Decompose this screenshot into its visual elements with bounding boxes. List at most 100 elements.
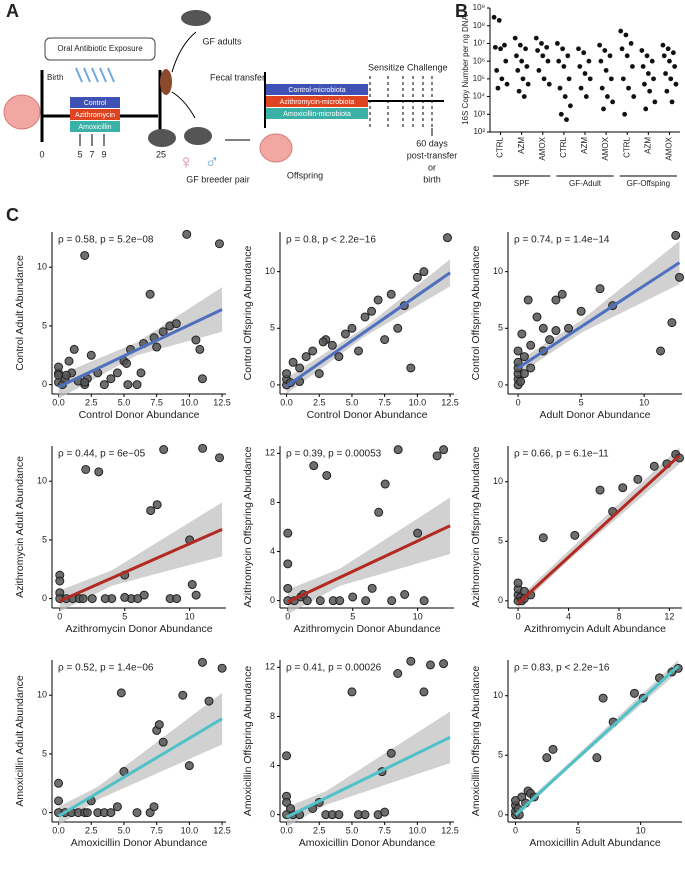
point [618, 483, 628, 493]
gf-adults: GF adults [202, 36, 242, 46]
y-tick-label: 10 [37, 690, 47, 700]
day-ticks [79, 134, 105, 146]
point [318, 337, 328, 347]
point [132, 808, 142, 818]
point [538, 323, 548, 333]
point [55, 576, 65, 586]
point [80, 377, 90, 387]
point [380, 335, 390, 345]
point [419, 267, 429, 277]
y-tick-label: 10⁷ [473, 39, 485, 48]
fit-line [517, 454, 681, 605]
point [406, 656, 416, 666]
fit-line [285, 735, 451, 819]
y-axis-label: Amoxicillin Adult Abundance [14, 675, 26, 806]
y-axis-label: Control Offspring Abundance [242, 246, 254, 381]
dot [673, 81, 679, 87]
x-tick-label: 0.0 [280, 825, 293, 835]
point [532, 312, 542, 322]
dot [672, 64, 678, 69]
dot [521, 94, 527, 99]
dot [539, 41, 544, 46]
x-tick-label: 5 [350, 611, 355, 621]
y-tick-label: 10⁹ [473, 3, 485, 12]
dot [516, 88, 522, 94]
dot [597, 42, 603, 48]
y-tick-label: 4 [270, 760, 275, 770]
fit-line [57, 717, 223, 818]
point [327, 340, 337, 350]
point [215, 453, 225, 463]
point [159, 445, 169, 455]
arrow [171, 31, 197, 73]
dot [649, 58, 655, 64]
x-tick-label: 10.0 [181, 825, 199, 835]
syringes [75, 67, 115, 83]
x-tick-label: 7.5 [378, 825, 391, 835]
point [667, 318, 677, 328]
dot [660, 42, 666, 48]
x-tick-label: AZM [643, 137, 652, 154]
dot [514, 53, 519, 59]
dot [520, 76, 526, 82]
dot [577, 64, 583, 69]
point [386, 289, 396, 299]
point [54, 796, 64, 806]
point [526, 363, 536, 373]
day-label: 0 [39, 149, 44, 159]
point [335, 596, 345, 606]
x-tick-label: 4 [566, 611, 571, 621]
point [360, 810, 370, 820]
point [576, 306, 586, 316]
dot [581, 50, 587, 56]
x-axis-label: Control Donor Abundance [79, 409, 200, 421]
dot [517, 42, 523, 48]
point [432, 451, 442, 461]
group-label: GF-Adult [569, 179, 602, 188]
group-label: Amoxicillin [78, 124, 111, 131]
dot [576, 46, 581, 52]
point [348, 592, 358, 602]
x-tick-label: AMOX [665, 136, 674, 160]
dot [525, 81, 531, 87]
group-label: SPF [514, 179, 530, 188]
annotation: ρ = 0.41, p = 0.00026 [286, 663, 382, 674]
annotation: ρ = 0.74, p = 1.4e−14 [514, 235, 610, 246]
point [184, 761, 194, 771]
y-axis-label: Azithromycin Adult Abundance [14, 456, 26, 598]
point [361, 596, 371, 606]
confidence-band [287, 497, 451, 615]
point [517, 329, 527, 339]
fit-line [285, 271, 451, 388]
dot [535, 48, 540, 53]
dot [503, 58, 509, 64]
dot [607, 53, 613, 59]
pup-icon [259, 133, 293, 163]
dot [639, 48, 645, 53]
x-tick-label: 12 [664, 611, 674, 621]
x-axis-label: Control Donor Abundance [307, 409, 428, 421]
point [94, 467, 104, 477]
point [314, 369, 324, 379]
offspring: Offspring [287, 170, 323, 180]
dot [541, 76, 547, 82]
point [288, 357, 298, 367]
exposure-box [44, 37, 156, 61]
point [548, 744, 558, 754]
dashed-lines [369, 76, 433, 130]
dot [494, 68, 500, 73]
end-note: birth [423, 174, 441, 184]
dot [546, 81, 552, 87]
point [513, 578, 523, 588]
point [214, 239, 224, 249]
y-tick-label: 10⁶ [473, 56, 485, 65]
point [78, 594, 88, 604]
dot [519, 58, 525, 64]
point [178, 690, 188, 700]
y-tick-label: 0 [498, 379, 503, 389]
x-tick-label: 0 [57, 611, 62, 621]
point [122, 358, 132, 368]
point [283, 559, 293, 569]
x-tick-label: 10 [413, 611, 423, 621]
point [171, 319, 181, 329]
